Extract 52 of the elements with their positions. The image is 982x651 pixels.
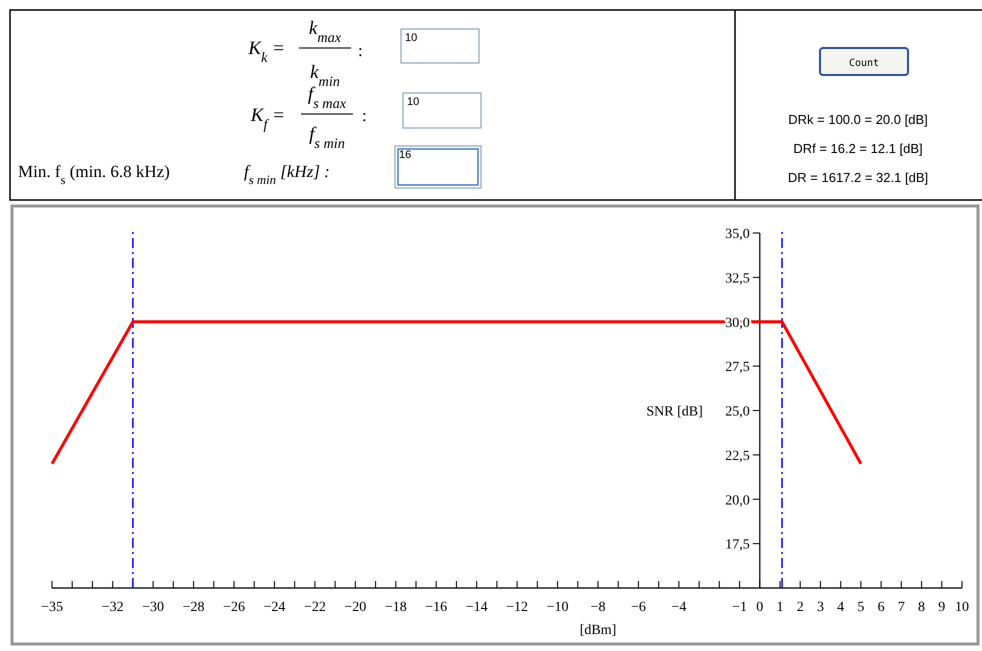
x-tick-label: −24 [263,600,286,615]
text: Count [848,58,880,69]
y-tick-label: 20,0 [725,493,750,508]
text: 10 [407,96,420,108]
x-tick-label: −16 [425,600,448,615]
x-tick-label: −1 [732,600,748,615]
x-tick-label: −32 [102,600,124,615]
text: K$_{f}$ = [250,105,285,133]
y-tick-label: 27,5 [725,360,750,376]
text: f$_{s min}$ [kHz] : [244,162,330,187]
x-tick-label: 0 [756,600,764,615]
x-tick-label: −18 [384,600,407,615]
x-tick-label: −6 [630,600,646,615]
text: 10 [405,32,418,44]
text: K$_{k}$ = [247,38,285,66]
x-tick-label: 4 [837,600,844,615]
text: f$_{s min}$ [309,124,345,152]
x-tick-label: 6 [878,600,885,615]
x-tick-label: 9 [938,600,946,615]
y-tick-label: 32,5 [725,271,750,286]
x-tick-label: −12 [506,600,528,615]
x-tick-label: −22 [304,600,326,615]
x-tick-label: −30 [142,600,164,615]
text: : [362,106,367,125]
text: : [358,41,363,60]
text: DRf = 16.2 = 12.1 [dB] [793,141,923,156]
y-tick-label: 35,0 [725,227,750,242]
x-tick-label: −35 [41,600,63,615]
text: 16 [399,149,412,161]
x-tick-label: 7 [898,600,905,615]
y-tick-label: 22,5 [725,448,750,464]
text: Min. f$_{s}$ (min. 6.8 kHz) [18,162,170,187]
x-tick-label: −20 [344,600,366,615]
x-tick-label: 5 [857,600,864,615]
x-tick-label: −26 [223,600,245,615]
x-tick-label: −28 [182,600,205,615]
y-tick-label: 17,5 [725,538,750,553]
y-tick-label: 25,0 [725,404,750,420]
x-tick-label: 3 [816,600,824,615]
x-tick-label: 2 [796,600,804,615]
text: DRk = 100.0 = 20.0 [dB] [788,112,928,127]
x-tick-label: −8 [590,600,606,615]
x-tick-label: 8 [918,600,926,615]
x-tick-label: 1 [776,600,784,615]
text: DR = 1617.2 = 32.1 [dB] [788,170,928,185]
x-tick-label: −4 [671,600,686,615]
x-tick-label: −10 [546,600,569,615]
x-axis-title: [dBm] [580,623,616,638]
x-tick-label: −14 [466,600,488,615]
x-tick-label: 10 [955,600,969,615]
text: k$_{max}$ [308,18,342,46]
y-axis-title: SNR [dB] [646,404,703,420]
